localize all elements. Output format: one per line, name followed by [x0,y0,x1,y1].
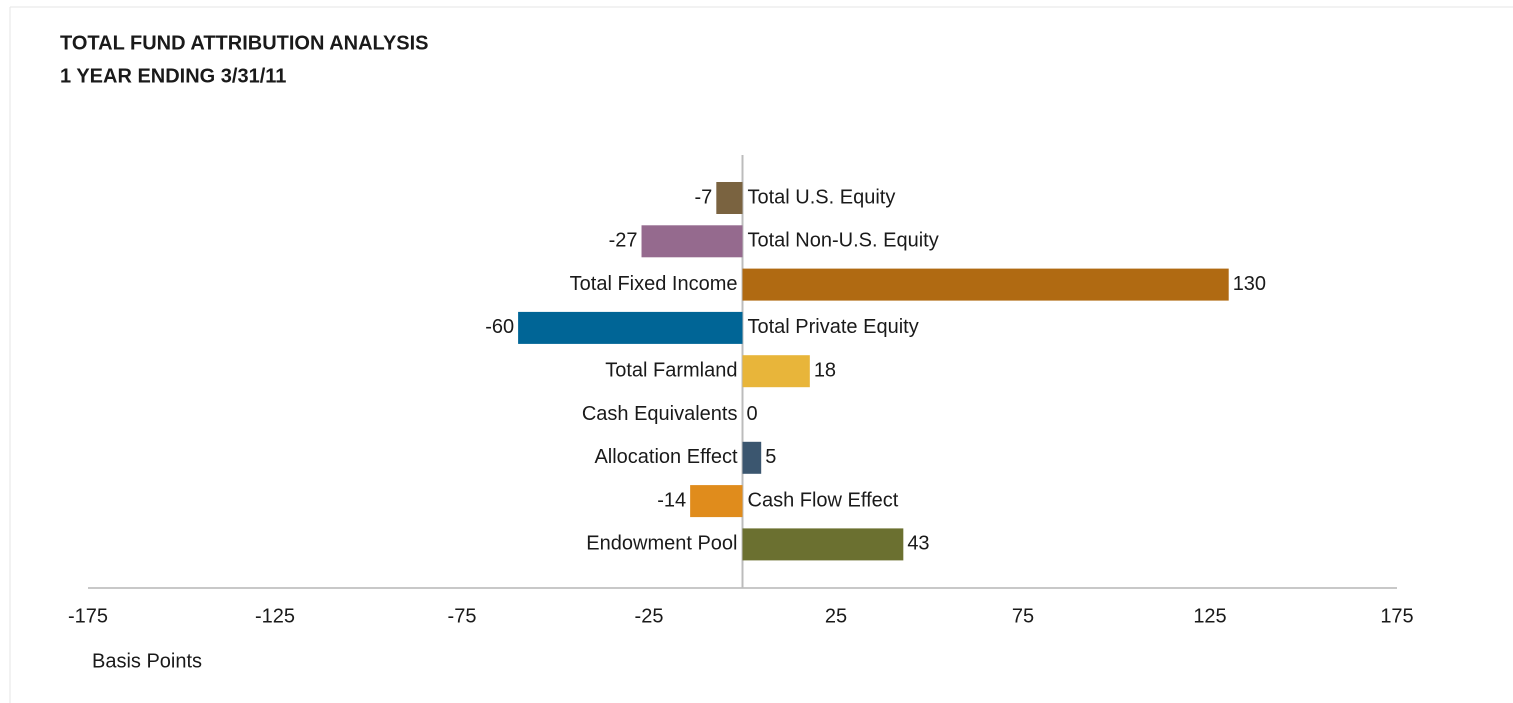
x-axis-label: Basis Points [92,650,202,672]
category-label: Total Farmland [605,359,737,381]
chart-subtitle: 1 YEAR ENDING 3/31/11 [60,65,286,87]
bar [742,528,904,561]
x-tick-label: -175 [68,605,108,627]
bar [518,311,743,344]
value-label: -7 [695,186,713,208]
value-label: -60 [485,316,514,338]
category-label: Total U.S. Equity [748,186,896,208]
bar [690,485,743,518]
category-label: Cash Equivalents [582,403,738,425]
value-label: 18 [814,359,836,381]
bar [716,182,743,214]
x-tick-label: 25 [825,605,847,627]
x-tick-label: -125 [255,605,295,627]
category-label: Cash Flow Effect [748,489,899,511]
value-label: 0 [747,403,758,425]
category-label: Total Fixed Income [570,273,738,295]
x-tick-label: -75 [448,605,477,627]
bar [641,225,743,258]
x-tick-label: 125 [1193,605,1226,627]
x-tick-label: -25 [635,605,664,627]
category-label: Endowment Pool [586,533,737,555]
category-label: Allocation Effect [594,446,737,468]
bar [742,441,762,474]
value-label: 130 [1233,273,1266,295]
category-label: Total Private Equity [748,316,919,338]
bar [742,268,1229,301]
value-label: -14 [657,489,686,511]
category-label: Total Non-U.S. Equity [748,230,939,252]
value-label: 43 [907,533,929,555]
value-label: 5 [765,446,776,468]
value-label: -27 [609,230,638,252]
chart-title: TOTAL FUND ATTRIBUTION ANALYSIS [60,32,429,54]
x-tick-label: 175 [1380,605,1413,627]
bar [742,355,810,388]
x-tick-label: 75 [1012,605,1034,627]
